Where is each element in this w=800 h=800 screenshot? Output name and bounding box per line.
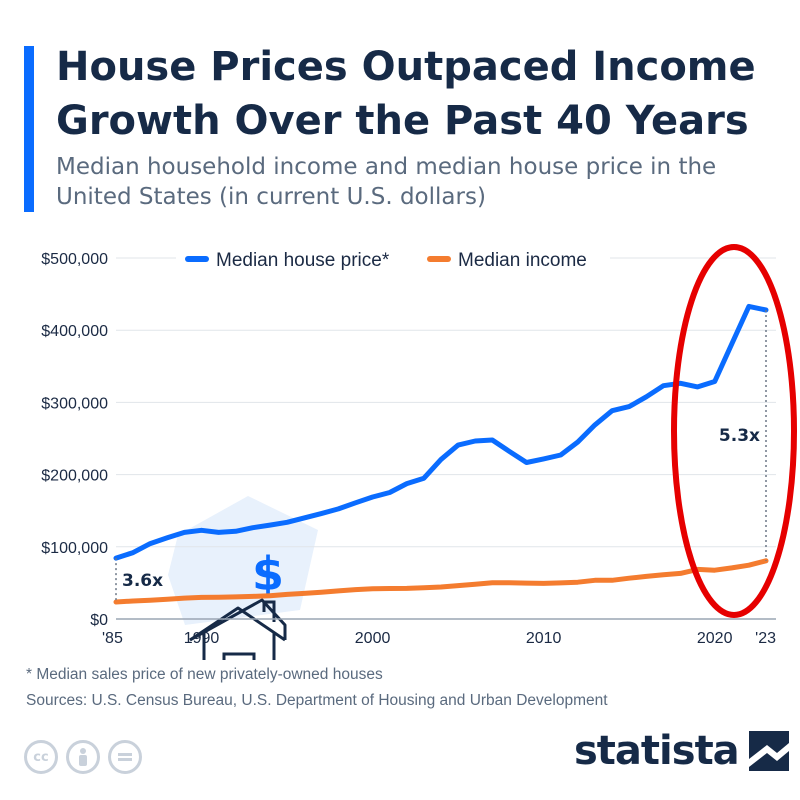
y-tick-label: $0: [90, 612, 108, 629]
chart-title: House Prices Outpaced Income Growth Over…: [56, 44, 756, 144]
y-tick-label: $500,000: [41, 251, 108, 268]
no-derivatives-icon[interactable]: [108, 740, 142, 774]
svg-text:$: $: [252, 547, 284, 601]
ratio-annotation: 3.6x: [122, 571, 163, 591]
series-line-house-price: [113, 303, 769, 561]
chart-subtitle: Median household income and median house…: [56, 154, 717, 210]
logo-text: statista: [574, 728, 740, 774]
line-chart: $ $0 $100,000 $200,000 $300,000 $400,000 $500…: [41, 240, 797, 660]
y-tick-label: $300,000: [41, 395, 108, 412]
series-line-income: [113, 558, 769, 605]
x-tick-label: '23: [755, 630, 776, 647]
legend-label: Median income: [458, 250, 587, 271]
title-accent-bar: [24, 46, 34, 212]
statista-logo[interactable]: statista: [574, 728, 789, 774]
highlight-circle: [671, 244, 797, 618]
cc-icon[interactable]: cc: [24, 740, 58, 774]
x-tick-label: 2010: [526, 630, 562, 647]
license-icons: cc: [24, 740, 142, 774]
y-tick-label: $100,000: [41, 540, 108, 557]
attribution-icon[interactable]: [66, 740, 100, 774]
x-tick-label: '85: [102, 630, 123, 647]
statista-mark-icon: [748, 731, 789, 771]
x-tick-label: 1990: [184, 630, 220, 647]
legend-box: [176, 240, 610, 276]
legend-label: Median house price*: [216, 250, 390, 271]
footnote: * Median sales price of new privately-ow…: [26, 666, 383, 683]
x-tick-label: 2000: [355, 630, 391, 647]
sources: Sources: U.S. Census Bureau, U.S. Depart…: [26, 692, 608, 709]
x-tick-label: 2020: [697, 630, 733, 647]
y-tick-label: $200,000: [41, 468, 108, 485]
ratio-annotation: 5.3x: [719, 426, 760, 446]
y-tick-label: $400,000: [41, 323, 108, 340]
